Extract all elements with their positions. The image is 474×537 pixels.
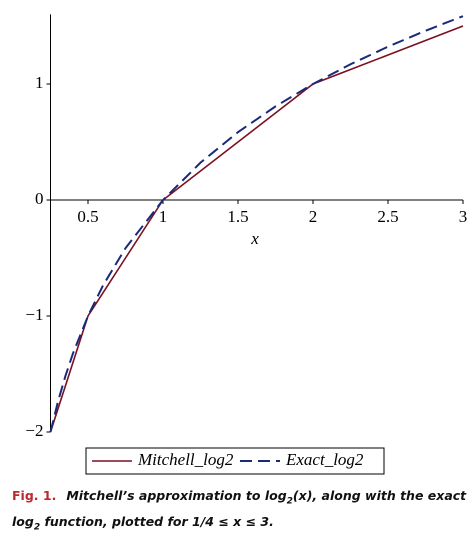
caption-subscript: 2: [33, 522, 41, 532]
series-line: [49, 15, 464, 433]
y-tick-label: 0: [35, 189, 44, 208]
y-tick-label: 1: [35, 73, 44, 92]
x-tick-label: 3: [459, 207, 468, 226]
x-tick-label: 2.5: [377, 207, 398, 226]
caption-text: function, plotted for 1/4 ≤ x ≤ 3.: [40, 513, 274, 529]
figure-label: Fig. 1.: [12, 488, 57, 503]
x-tick-label: 1.5: [227, 207, 248, 226]
caption-subscript: 2: [286, 496, 293, 507]
legend-box: [85, 447, 385, 475]
legend-label: Exact_log2: [285, 450, 364, 469]
x-axis-label: x: [250, 229, 259, 248]
chart: 0.5 1 1.5 2 2.5 3 −2 −1 0 1 x Mitchell_log2 Exact_lo…: [25, 14, 468, 475]
series-line: [49, 25, 464, 433]
caption: Fig. 1. Mitchell’s approximation to log2(…: [12, 486, 468, 537]
caption-text: (x), along with the exact log: [12, 488, 467, 529]
y-tick-label: −1: [25, 305, 43, 324]
x-tick-label: 1: [159, 207, 168, 226]
x-tick-label: 0.5: [77, 207, 98, 226]
x-tick-label: 2: [309, 207, 318, 226]
legend-label: Mitchell_log2: [137, 450, 234, 469]
y-tick-label: −2: [25, 421, 43, 440]
caption-text: Mitchell’s approximation to log: [66, 488, 287, 503]
